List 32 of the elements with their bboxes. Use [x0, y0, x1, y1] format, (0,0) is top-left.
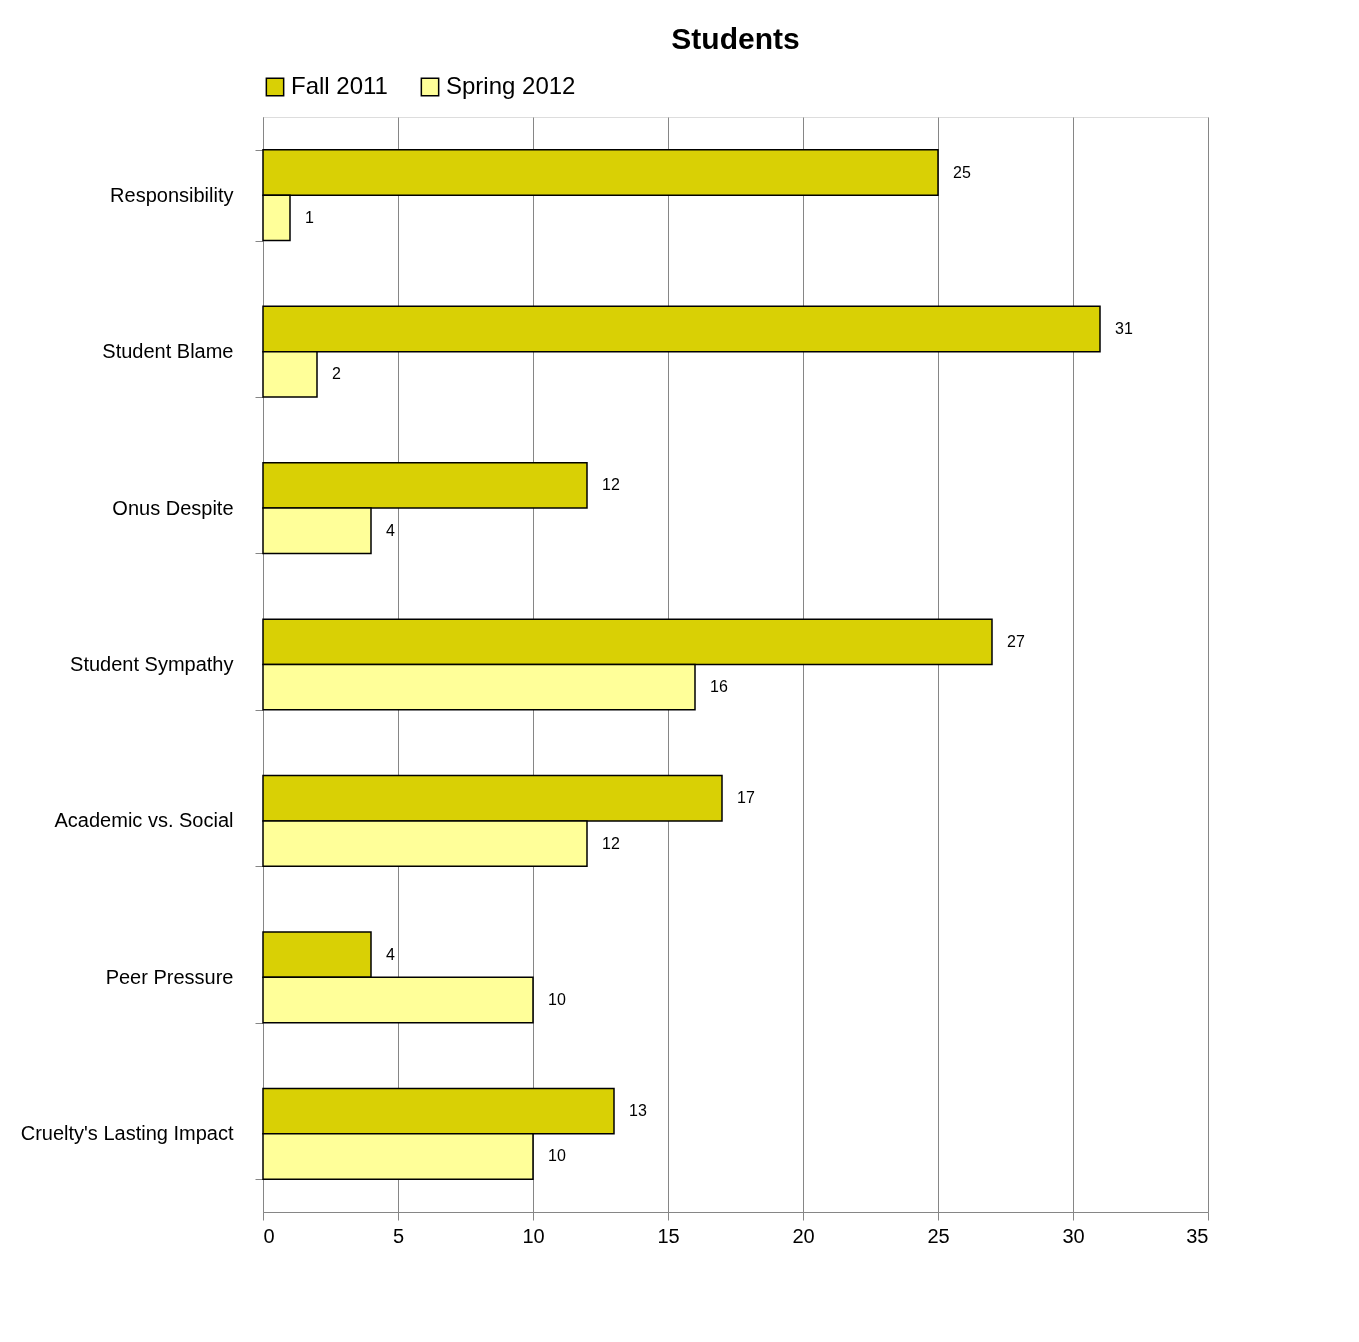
data-label: 1	[305, 208, 314, 226]
y-tick-label: Cruelty's Lasting Impact	[20, 1122, 234, 1145]
data-label: 4	[386, 521, 395, 539]
data-label: 10	[548, 991, 566, 1009]
data-label: 10	[548, 1147, 566, 1165]
legend-label: Fall 2011	[291, 72, 388, 99]
data-label: 16	[710, 678, 728, 696]
data-label: 27	[1007, 632, 1025, 650]
x-tick-label: 30	[1062, 1224, 1085, 1247]
y-tick-label: Responsibility	[110, 183, 234, 206]
data-label: 17	[737, 789, 755, 807]
data-label: 4	[386, 945, 395, 963]
data-label: 12	[602, 476, 620, 494]
data-label: 13	[629, 1102, 647, 1120]
y-tick-label: Peer Pressure	[105, 965, 234, 988]
y-tick-label: Student Sympathy	[70, 653, 234, 675]
legend-label: Spring 2012	[446, 72, 576, 99]
x-tick-label: 20	[792, 1224, 815, 1247]
x-tick-label: 15	[657, 1224, 680, 1247]
chart-title: Students	[671, 22, 800, 55]
x-tick-label: 35	[1186, 1224, 1209, 1247]
x-tick-label: 10	[522, 1224, 545, 1247]
data-label: 25	[953, 163, 971, 181]
data-label: 31	[1115, 319, 1133, 337]
y-tick-label: Academic vs. Social	[54, 809, 234, 832]
data-label: 2	[332, 365, 341, 383]
x-tick-label: 0	[263, 1224, 275, 1247]
y-tick-label: Onus Despite	[112, 496, 234, 519]
data-label: 12	[602, 834, 620, 852]
x-tick-label: 5	[392, 1224, 405, 1247]
x-tick-label: 25	[927, 1224, 950, 1247]
y-tick-label: Student Blame	[102, 340, 234, 363]
